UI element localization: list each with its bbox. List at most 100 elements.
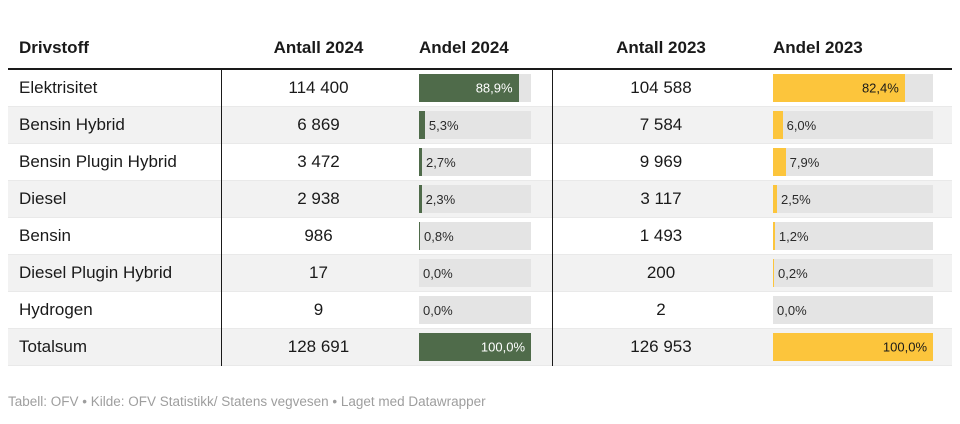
share-2023-track: 7,9% — [773, 148, 933, 176]
share-2024-value: 0,8% — [424, 228, 454, 244]
column-divider — [552, 70, 553, 366]
count-2024: 2 938 — [297, 189, 340, 208]
count-2023: 9 969 — [639, 152, 683, 171]
table-row: Diesel Plugin Hybrid 17 0,0% 200 0,2% — [8, 255, 952, 292]
share-2024-cell: 100,0% — [415, 333, 553, 361]
share-2024-value: 88,9% — [475, 80, 513, 96]
share-2023-value: 82,4% — [861, 80, 899, 96]
share-2024-cell: 5,3% — [415, 111, 553, 139]
share-2023-value: 7,9% — [789, 154, 820, 170]
share-2023-track: 82,4% — [773, 74, 933, 102]
share-2024-value: 100,0% — [480, 339, 525, 355]
share-2023-track: 6,0% — [773, 111, 933, 139]
count-2024: 9 — [313, 300, 324, 319]
share-2023-bar: 100,0% — [773, 333, 933, 361]
share-2024-track: 2,3% — [419, 185, 531, 213]
share-2024-cell: 2,7% — [415, 148, 553, 176]
fuel-name: Bensin Plugin Hybrid — [19, 152, 177, 171]
table-header-row: Drivstoff Antall 2024 Andel 2024 Antall … — [8, 28, 952, 70]
share-2023-value: 6,0% — [786, 117, 817, 133]
share-2023-bar — [773, 222, 775, 250]
share-2023-track: 0,2% — [773, 259, 933, 287]
table-row: Elektrisitet 114 400 88,9% 104 588 82,4% — [8, 70, 952, 107]
share-2023-cell: 0,0% — [769, 296, 952, 324]
col-header-andel-2024: Andel 2024 — [419, 38, 509, 57]
count-2023: 7 584 — [639, 115, 683, 134]
share-2023-cell: 82,4% — [769, 74, 952, 102]
share-2023-value: 1,2% — [778, 228, 809, 244]
count-2023: 3 117 — [640, 189, 682, 208]
fuel-name: Diesel Plugin Hybrid — [19, 263, 173, 282]
table-body: Elektrisitet 114 400 88,9% 104 588 82,4% Bens… — [8, 70, 952, 366]
share-2024-track: 2,7% — [419, 148, 531, 176]
fuel-name: Diesel — [19, 189, 67, 208]
table-row: Totalsum 128 691 100,0% 126 953 100,0% — [8, 329, 952, 366]
share-2024-cell: 0,8% — [415, 222, 553, 250]
table-row: Bensin Hybrid 6 869 5,3% 7 584 6,0% — [8, 107, 952, 144]
share-2023-value: 100,0% — [882, 339, 927, 355]
share-2024-value: 0,0% — [423, 265, 453, 281]
share-2024-value: 2,3% — [425, 191, 456, 207]
share-2023-bar — [773, 148, 786, 176]
count-2023: 200 — [646, 263, 676, 282]
share-2024-track: 88,9% — [419, 74, 531, 102]
count-2024: 6 869 — [297, 115, 340, 134]
share-2023-value: 2,5% — [781, 191, 811, 207]
share-2023-cell: 7,9% — [769, 148, 952, 176]
share-2023-cell: 6,0% — [769, 111, 952, 139]
share-2024-track: 100,0% — [419, 333, 531, 361]
share-2024-track: 0,0% — [419, 296, 531, 324]
col-header-antall-2024: Antall 2024 — [273, 38, 364, 57]
share-2023-cell: 0,2% — [769, 259, 952, 287]
share-2024-cell: 0,0% — [415, 296, 553, 324]
fuel-name: Bensin — [19, 226, 71, 245]
share-2023-value: 0,0% — [777, 302, 807, 318]
table-row: Bensin 986 0,8% 1 493 1,2% — [8, 218, 952, 255]
share-2024-cell: 88,9% — [415, 74, 553, 102]
fuel-name: Elektrisitet — [19, 78, 98, 97]
count-2024: 114 400 — [288, 78, 349, 97]
share-2024-bar — [419, 185, 422, 213]
fuel-name: Totalsum — [19, 337, 88, 356]
count-2024: 986 — [304, 226, 333, 245]
count-2023: 1 493 — [639, 226, 683, 245]
share-2023-track: 100,0% — [773, 333, 933, 361]
count-2024: 3 472 — [297, 152, 340, 171]
col-header-antall-2023: Antall 2023 — [616, 38, 706, 57]
share-2024-value: 5,3% — [428, 117, 459, 133]
share-2024-bar — [419, 222, 420, 250]
share-2024-bar: 100,0% — [419, 333, 531, 361]
share-2023-bar — [773, 259, 774, 287]
share-2023-value: 0,2% — [778, 265, 808, 281]
share-2024-bar: 88,9% — [419, 74, 519, 102]
share-2024-track: 0,0% — [419, 259, 531, 287]
fuel-name: Hydrogen — [19, 300, 93, 319]
share-2023-track: 2,5% — [773, 185, 933, 213]
share-2023-track: 1,2% — [773, 222, 933, 250]
table-row: Hydrogen 9 0,0% 2 0,0% — [8, 292, 952, 329]
column-divider — [221, 70, 222, 366]
count-2024: 128 691 — [287, 337, 350, 356]
share-2023-bar — [773, 185, 777, 213]
table-row: Bensin Plugin Hybrid 3 472 2,7% 9 969 7,9% — [8, 144, 952, 181]
count-2024: 17 — [309, 263, 328, 282]
fuel-name: Bensin Hybrid — [19, 115, 125, 134]
count-2023: 2 — [656, 300, 666, 319]
share-2024-cell: 2,3% — [415, 185, 553, 213]
share-2023-bar — [773, 111, 783, 139]
source-attribution: Tabell: OFV • Kilde: OFV Statistikk/ Sta… — [8, 394, 486, 409]
share-2024-bar — [419, 148, 423, 176]
count-2023: 126 953 — [630, 337, 692, 356]
share-2024-track: 5,3% — [419, 111, 531, 139]
share-2023-cell: 100,0% — [769, 333, 952, 361]
share-2023-bar: 82,4% — [773, 74, 905, 102]
count-2023: 104 588 — [630, 78, 692, 97]
share-2024-cell: 0,0% — [415, 259, 553, 287]
share-2024-track: 0,8% — [419, 222, 531, 250]
share-2023-cell: 1,2% — [769, 222, 952, 250]
share-2023-track: 0,0% — [773, 296, 933, 324]
share-2023-cell: 2,5% — [769, 185, 952, 213]
col-header-drivstoff: Drivstoff — [19, 38, 89, 57]
share-2024-bar — [419, 111, 425, 139]
share-2024-value: 0,0% — [423, 302, 453, 318]
